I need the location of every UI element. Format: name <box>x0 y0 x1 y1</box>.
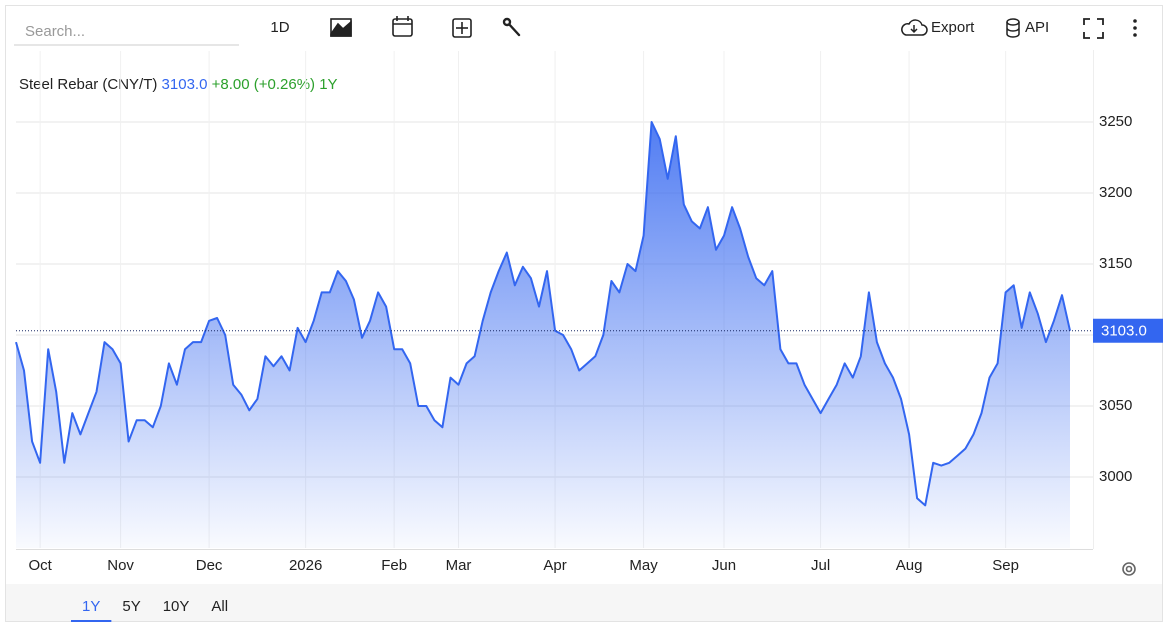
x-tick-label: 2026 <box>289 557 322 574</box>
api-icon[interactable] <box>1006 18 1020 38</box>
range-tab[interactable]: 5Y <box>122 598 140 615</box>
x-tick-label: Jun <box>712 557 736 574</box>
period: 1Y <box>319 76 337 93</box>
compare-icon[interactable] <box>452 18 472 38</box>
y-tick-label: 3200 <box>1099 184 1132 201</box>
range-tab[interactable]: 1Y <box>82 598 100 615</box>
gear-icon[interactable] <box>1122 562 1136 576</box>
fullscreen-icon[interactable] <box>1083 18 1104 39</box>
x-tick-label: Feb <box>381 557 407 574</box>
y-tick-label: 3000 <box>1099 468 1132 485</box>
range-tab[interactable]: 10Y <box>163 598 190 615</box>
chart-header: Steel Rebar (CNY/T) 3103.0 +8.00 (+0.26%… <box>19 76 338 93</box>
x-tick-label: Dec <box>196 557 223 574</box>
x-tick-label: Apr <box>543 557 566 574</box>
calendar-icon[interactable] <box>392 16 413 37</box>
price: 3103.0 <box>162 76 208 93</box>
range-tabs: 1Y 5Y 10Y All <box>71 598 228 622</box>
x-tick-label: Oct <box>28 557 52 574</box>
change-percent: (+0.26%) <box>254 76 315 93</box>
search-input[interactable]: Search... <box>25 23 85 40</box>
chart-type-icon[interactable] <box>330 18 352 37</box>
x-tick-label: Nov <box>107 557 134 574</box>
series-name: Steel Rebar (CNY/T) <box>19 76 157 93</box>
x-tick-label: May <box>629 557 658 574</box>
y-tick-label: 3150 <box>1099 255 1132 272</box>
area <box>16 122 1070 548</box>
line <box>15 121 1071 507</box>
x-tick-label: Aug <box>896 557 923 574</box>
range-tab[interactable]: All <box>211 598 228 615</box>
api-button[interactable]: API <box>1025 19 1049 36</box>
export-icon[interactable] <box>901 19 928 36</box>
x-tick-label: Jul <box>811 557 830 574</box>
last-value-label: 3103.0 <box>1101 323 1147 340</box>
x-tick-label: Mar <box>446 557 472 574</box>
plot <box>15 51 1093 548</box>
last-value-badge <box>1093 318 1163 343</box>
y-tick-label: 3250 <box>1099 113 1132 130</box>
settings-wrench-icon[interactable] <box>502 17 521 37</box>
export-button[interactable]: Export <box>931 19 975 36</box>
interval-button[interactable]: 1D <box>270 19 289 36</box>
change: +8.00 <box>212 76 250 93</box>
y-tick-label: 3050 <box>1099 397 1132 414</box>
footer-band <box>6 584 1162 621</box>
menu-icon[interactable] <box>1133 19 1137 37</box>
x-tick-label: Sep <box>992 557 1019 574</box>
